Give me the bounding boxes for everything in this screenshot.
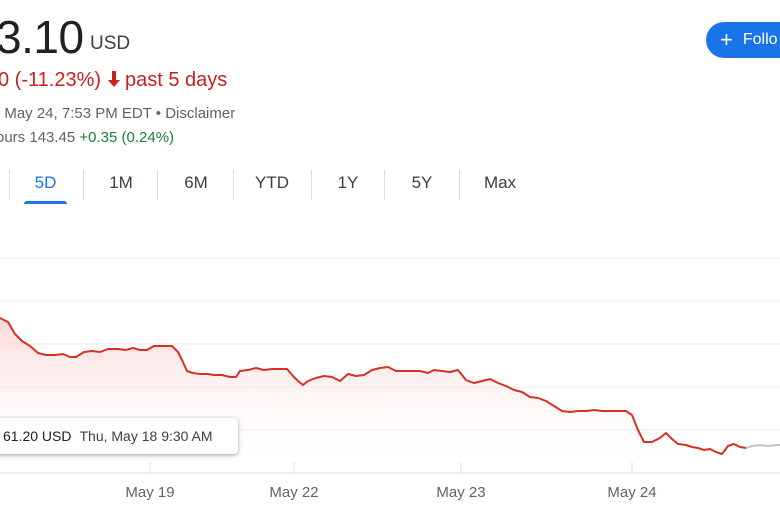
tab-separator: [459, 170, 460, 200]
change-value: 0 (-11.23%): [0, 69, 102, 91]
price-line: [0, 317, 747, 455]
change-period: past 5 days: [125, 69, 228, 91]
tab-label: 1Y: [337, 173, 359, 192]
tab-label: Max: [483, 173, 517, 192]
tab-label: 5D: [34, 173, 57, 192]
tab-max[interactable]: Max: [474, 168, 526, 204]
plus-icon: +: [720, 27, 733, 52]
extended-hours-line: [745, 443, 780, 449]
tab-label: 5Y: [411, 173, 433, 192]
hover-tooltip: 61.20 USD Thu, May 18 9:30 AM: [0, 418, 238, 454]
x-tick-label: May 22: [269, 484, 319, 501]
x-tick-label: May 23: [436, 484, 486, 501]
range-tabs: 5D 1M 6M YTD 1Y 5Y Max: [0, 168, 780, 204]
tab-ytd[interactable]: YTD: [246, 168, 298, 204]
tab-separator: [157, 170, 158, 200]
x-tick-label: May 19: [125, 484, 175, 501]
tab-separator: [83, 170, 84, 200]
tab-5y[interactable]: 5Y: [402, 168, 442, 204]
tooltip-date: Thu, May 18 9:30 AM: [79, 428, 213, 444]
tab-1y[interactable]: 1Y: [328, 168, 368, 204]
tab-separator: [233, 170, 234, 200]
tab-5d[interactable]: 5D: [24, 168, 67, 204]
active-tab-indicator: [24, 201, 67, 204]
follow-button[interactable]: + Follo: [706, 22, 780, 58]
tab-label: YTD: [255, 173, 289, 192]
current-price: 3.10: [0, 11, 84, 63]
tab-label: 1M: [109, 173, 133, 192]
after-hours: ours 143.45 +0.35 (0.24%): [0, 129, 174, 146]
tab-separator: [384, 170, 385, 200]
x-tick-label: May 24: [607, 484, 657, 501]
currency-label: USD: [90, 33, 131, 54]
tab-separator: [9, 170, 10, 200]
follow-label: Follo: [742, 31, 778, 48]
price-change: 0 (-11.23%) past 5 days: [0, 68, 227, 92]
tab-1m[interactable]: 1M: [99, 168, 143, 204]
timestamp-disclaimer: : May 24, 7:53 PM EDT • Disclaimer: [0, 105, 236, 122]
tooltip-price: 61.20 USD: [3, 428, 72, 444]
arrow-down-icon: [107, 70, 121, 88]
after-hours-change: +0.35 (0.24%): [79, 129, 175, 146]
tab-separator: [311, 170, 312, 200]
after-hours-price: ours 143.45: [0, 129, 76, 146]
tab-label: 6M: [184, 173, 208, 192]
price-chart[interactable]: [0, 240, 780, 516]
tab-6m[interactable]: 6M: [174, 168, 218, 204]
